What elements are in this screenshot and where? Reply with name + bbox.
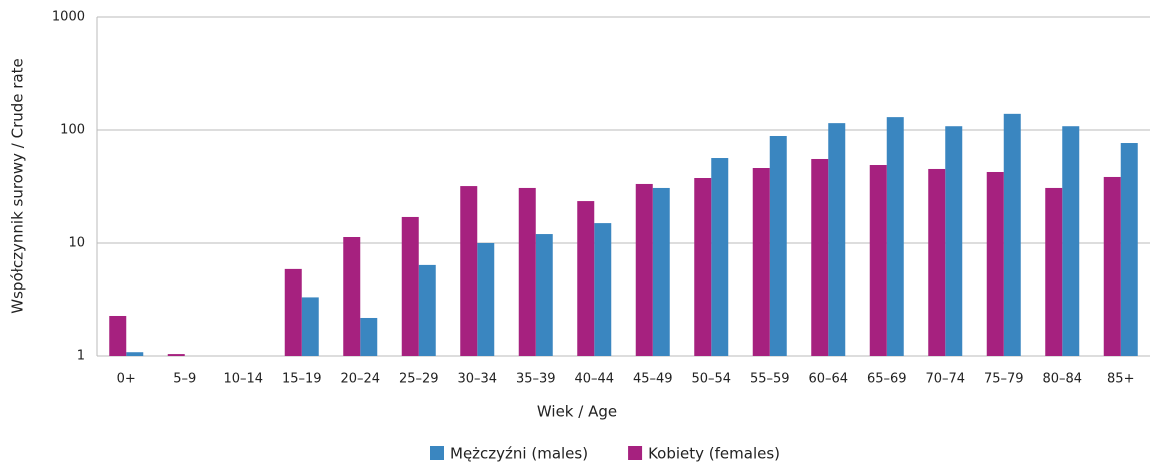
bar xyxy=(811,158,829,356)
x-tick-label: 50–54 xyxy=(691,372,731,387)
bar xyxy=(360,317,378,356)
bar xyxy=(284,268,302,356)
bar xyxy=(694,178,712,356)
bar xyxy=(1062,126,1080,356)
y-tick-label: 10 xyxy=(68,236,85,251)
x-tick-label: 25–29 xyxy=(399,372,439,387)
x-tick-label: 55–59 xyxy=(750,372,790,387)
y-tick-label: 1000 xyxy=(52,10,85,25)
bar xyxy=(1120,143,1138,356)
x-tick-label: 75–79 xyxy=(984,372,1024,387)
bar xyxy=(1003,113,1021,356)
bar xyxy=(301,297,319,356)
x-tick-label: 35–39 xyxy=(516,372,556,387)
x-tick-label: 60–64 xyxy=(808,372,848,387)
bar xyxy=(109,315,127,356)
bar xyxy=(711,158,729,356)
x-tick-label: 40–44 xyxy=(574,372,614,387)
legend-swatch xyxy=(430,446,444,460)
legend-label: Kobiety (females) xyxy=(648,445,780,463)
bar xyxy=(828,123,846,356)
bar xyxy=(652,187,670,356)
bar xyxy=(401,216,419,356)
bar xyxy=(869,165,887,356)
x-tick-label: 65–69 xyxy=(867,372,907,387)
bar xyxy=(460,186,478,356)
bar xyxy=(1103,176,1121,356)
x-tick-label: 30–34 xyxy=(457,372,497,387)
y-tick-label: 100 xyxy=(60,123,85,138)
x-tick-label: 20–24 xyxy=(340,372,380,387)
bar xyxy=(986,171,1004,356)
bar xyxy=(752,168,770,356)
legend-label: Mężczyźni (males) xyxy=(450,445,588,463)
y-axis-title: Współczynnik surowy / Crude rate xyxy=(9,58,27,313)
x-tick-label: 0+ xyxy=(117,372,136,387)
bar xyxy=(535,234,553,356)
bar xyxy=(577,201,595,356)
bar xyxy=(477,243,495,356)
x-tick-label: 85+ xyxy=(1107,372,1134,387)
y-tick-label: 1 xyxy=(77,349,85,364)
x-axis-title: Wiek / Age xyxy=(537,403,617,421)
x-tick-label: 15–19 xyxy=(282,372,322,387)
x-tick-label: 5–9 xyxy=(173,372,196,387)
legend-swatch xyxy=(628,446,643,460)
x-tick-label: 45–49 xyxy=(633,372,673,387)
bar xyxy=(928,168,946,356)
bar xyxy=(343,237,361,356)
bar xyxy=(1045,187,1063,356)
bar xyxy=(594,223,612,356)
x-tick-label: 70–74 xyxy=(925,372,965,387)
bar xyxy=(945,126,963,356)
bar xyxy=(126,352,144,356)
bar xyxy=(418,264,436,356)
bar xyxy=(167,354,185,356)
bar xyxy=(518,187,536,356)
x-tick-label: 10–14 xyxy=(223,372,263,387)
x-tick-label: 80–84 xyxy=(1042,372,1082,387)
bar xyxy=(769,135,787,356)
bar xyxy=(635,183,653,356)
bar xyxy=(886,117,904,356)
